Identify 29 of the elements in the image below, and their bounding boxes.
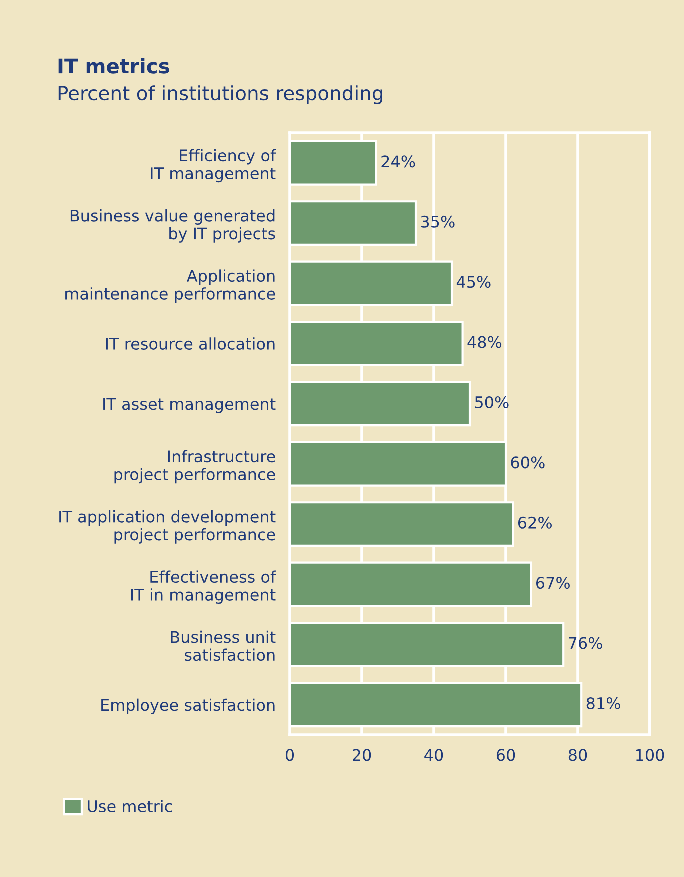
data-label: 62% [518, 516, 552, 529]
data-label: 48% [468, 336, 502, 348]
y-tick-label: IT application development project performance [60, 510, 276, 544]
data-label: 81% [586, 697, 620, 710]
x-tick-label: 80 [568, 749, 588, 762]
y-tick-label: Efficiency of IT management [151, 149, 276, 183]
y-tick-label: Application maintenance performance [66, 270, 276, 304]
data-label: 60% [511, 456, 545, 469]
y-tick-label: Business unit satisfaction [171, 630, 276, 662]
x-tick-label: 0 [286, 749, 294, 762]
y-tick-label: Infrastructure project performance [114, 450, 276, 484]
data-label: 45% [456, 276, 491, 288]
data-label: 67% [536, 577, 570, 590]
y-tick-label: IT asset management [104, 398, 276, 414]
x-tick-label: 100 [636, 749, 664, 762]
y-tick-label: Effectiveness of IT in management [132, 570, 276, 604]
y-tick-label: Business value generated by IT projects [70, 210, 276, 243]
data-label: 24% [382, 156, 416, 168]
data-label: 50% [475, 396, 509, 409]
y-tick-label: Employee satisfaction [102, 698, 275, 714]
data-label: 35% [421, 216, 455, 228]
x-tick-label: 40 [424, 749, 444, 762]
legend-label: Use metric [88, 800, 172, 813]
text: IT metrics [58, 58, 170, 74]
y-tick-label: IT resource allocation [106, 338, 275, 350]
chart-subtitle: Percent of institutions responding [58, 86, 382, 104]
data-label: 76% [569, 637, 602, 650]
x-tick-label: 20 [353, 749, 372, 762]
x-tick-label: 60 [496, 749, 516, 762]
